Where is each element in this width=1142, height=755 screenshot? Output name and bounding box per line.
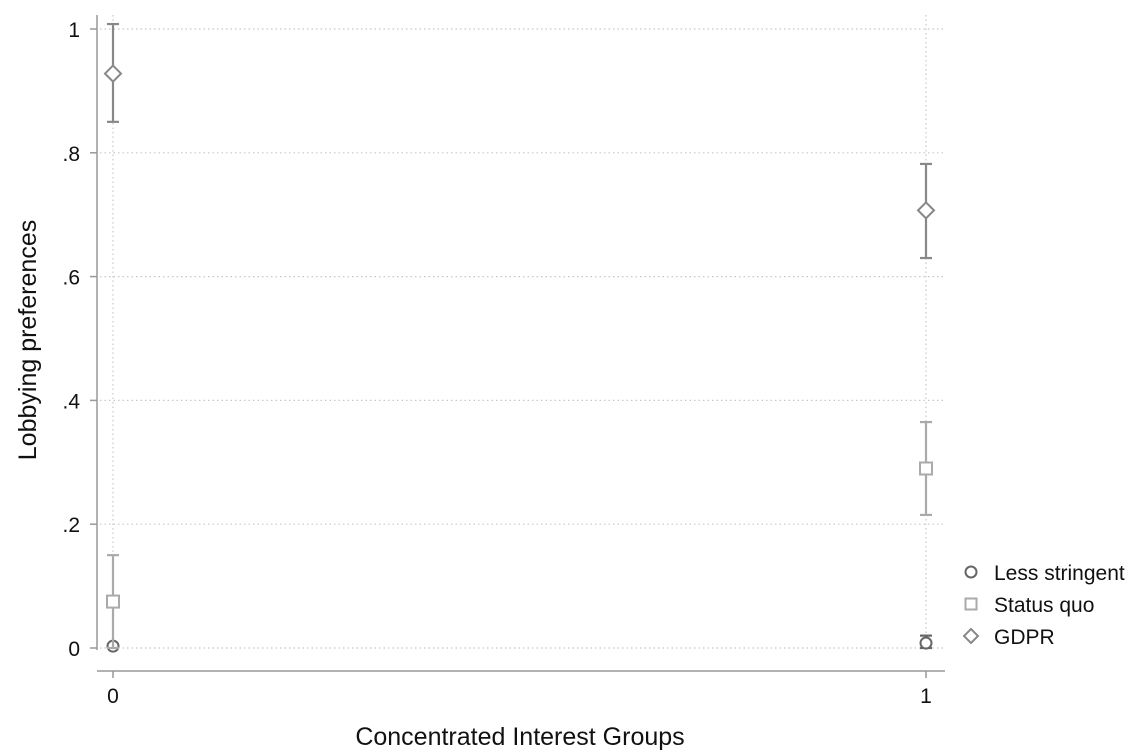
legend-diamond-marker xyxy=(962,627,980,645)
y-tick-label: .6 xyxy=(62,267,80,290)
y-axis-title: Lobbying preferences xyxy=(14,220,42,460)
legend-label-status-quo: Status quo xyxy=(994,594,1094,617)
x-axis-title: Concentrated Interest Groups xyxy=(355,723,684,751)
marker-status-quo xyxy=(919,461,933,476)
marker-status-quo xyxy=(106,594,120,609)
marker-less-stringent xyxy=(919,636,933,650)
plot-area xyxy=(103,22,936,653)
legend-item-gdpr: GDPR xyxy=(962,626,1055,649)
legend-label-less-stringent: Less stringent xyxy=(994,562,1125,585)
legend-circle-marker xyxy=(964,565,978,579)
y-tick-label: .8 xyxy=(62,143,80,166)
x-tick-label: 1 xyxy=(920,685,932,708)
axes xyxy=(96,15,945,672)
legend-square-marker xyxy=(964,597,978,611)
legend-item-less-stringent: Less stringent xyxy=(964,562,1125,585)
legend-item-status-quo: Status quo xyxy=(964,594,1094,617)
legend: Less stringent Status quo GDPR xyxy=(962,562,1125,649)
y-tick-label: .4 xyxy=(62,390,80,413)
grid-lines xyxy=(100,15,945,650)
marker-gdpr xyxy=(916,200,936,220)
x-tick-label: 0 xyxy=(107,685,119,708)
y-tick-label: 0 xyxy=(68,638,80,661)
legend-label-gdpr: GDPR xyxy=(994,626,1055,649)
marker-gdpr xyxy=(103,64,123,83)
tick-marks: 0 .2 .4 .6 .8 1 0 1 xyxy=(62,19,931,708)
y-tick-label: .2 xyxy=(62,514,80,537)
y-tick-label: 1 xyxy=(68,19,80,42)
